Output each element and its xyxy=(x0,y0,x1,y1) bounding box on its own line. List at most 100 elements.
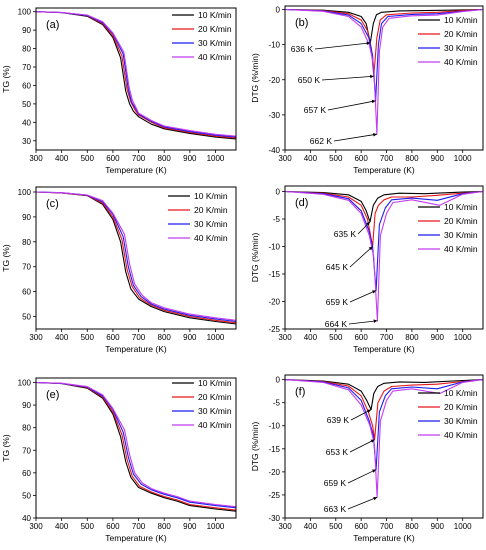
legend-label: 10 K/min xyxy=(444,202,478,212)
y-tick-label: 70 xyxy=(22,263,31,272)
x-tick-label: 600 xyxy=(106,333,120,342)
annotation-arrow xyxy=(349,290,377,303)
legend-label: 20 K/min xyxy=(444,216,478,226)
x-tick-label: 700 xyxy=(132,333,146,342)
plot-frame xyxy=(35,377,237,519)
x-axis-title: Temperature (K) xyxy=(353,533,415,543)
y-tick-label: 70 xyxy=(22,446,31,455)
legend-label: 20 K/min xyxy=(198,24,232,34)
legend-label: 30 K/min xyxy=(198,406,232,416)
x-tick-label: 900 xyxy=(183,522,197,531)
series-line-40-k-min xyxy=(285,190,483,322)
y-tick-label: -15 xyxy=(268,270,280,279)
peak-annotation: 635 K xyxy=(334,229,357,239)
annotation-arrow xyxy=(314,42,371,50)
panel-label: (e) xyxy=(46,389,59,401)
x-axis-title: Temperature (K) xyxy=(105,344,167,354)
x-tick-label: 400 xyxy=(55,154,69,163)
annotation-arrow xyxy=(327,100,376,111)
y-tick-label: 0 xyxy=(276,188,281,197)
peak-annotation: 659 K xyxy=(324,478,347,488)
annotation-arrow xyxy=(350,409,372,421)
legend-label: 30 K/min xyxy=(198,38,232,48)
plot-frame xyxy=(284,185,484,330)
x-tick-label: 900 xyxy=(183,333,197,342)
x-tick-label: 800 xyxy=(158,333,172,342)
x-tick-label: 300 xyxy=(278,333,292,342)
x-tick-label: 600 xyxy=(354,333,368,342)
legend-label: 10 K/min xyxy=(444,388,478,398)
annotation-arrowhead xyxy=(373,497,378,501)
legend: 10 K/min 20 K/min 30 K/min 40 K/min xyxy=(172,378,232,430)
x-tick-label: 400 xyxy=(55,522,69,531)
series-line-10-k-min xyxy=(36,381,236,512)
y-tick-label: -25 xyxy=(268,491,280,500)
x-tick-label: 700 xyxy=(132,522,146,531)
legend-label: 30 K/min xyxy=(444,43,478,53)
series-line-30-k-min xyxy=(285,190,483,292)
peak-annotation: 636 K xyxy=(291,44,314,54)
y-tick-label: 90 xyxy=(22,213,31,222)
annotation-arrowhead xyxy=(368,246,373,251)
legend-label: 40 K/min xyxy=(198,52,232,62)
y-tick-label: -10 xyxy=(268,422,280,431)
legend-label: 40 K/min xyxy=(194,233,228,243)
legend-label: 40 K/min xyxy=(198,420,232,430)
annotation-arrowhead xyxy=(366,41,371,45)
x-tick-label: 300 xyxy=(29,154,43,163)
x-tick-label: 600 xyxy=(106,522,120,531)
x-tick-label: 600 xyxy=(354,154,368,163)
annotation-arrowhead xyxy=(370,74,374,79)
x-tick-label: 800 xyxy=(158,154,172,163)
legend-label: 30 K/min xyxy=(444,416,478,426)
legend-label: 30 K/min xyxy=(194,219,228,229)
x-tick-label: 1000 xyxy=(207,522,225,531)
x-tick-label: 500 xyxy=(329,333,343,342)
x-tick-label: 600 xyxy=(354,522,368,531)
y-tick-label: -10 xyxy=(268,41,280,50)
x-tick-label: 800 xyxy=(405,333,419,342)
x-tick-label: 700 xyxy=(380,522,394,531)
x-tick-label: 300 xyxy=(278,154,292,163)
chart-panel-a: 300 400 500 600 700 800 900 1000 30 40 50 60 70 80 90 1… xyxy=(1,7,237,175)
x-tick-label: 1000 xyxy=(207,154,225,163)
x-axis-title: Temperature (K) xyxy=(353,165,415,175)
y-tick-label: -20 xyxy=(268,468,280,477)
legend-label: 30 K/min xyxy=(444,230,478,240)
series-line-40-k-min xyxy=(36,191,236,321)
y-axis-title: TG (%) xyxy=(1,244,11,272)
series-line-20-k-min xyxy=(285,8,483,77)
legend-label: 10 K/min xyxy=(198,10,232,20)
series-line-20-k-min xyxy=(285,379,483,441)
y-tick-label: 50 xyxy=(22,491,31,500)
peak-annotation: 645 K xyxy=(326,262,349,272)
panel-label: (b) xyxy=(295,17,308,29)
legend: 10 K/min 20 K/min 30 K/min 40 K/min xyxy=(168,191,228,243)
y-tick-label: 60 xyxy=(22,469,31,478)
y-tick-label: -5 xyxy=(273,215,281,224)
y-tick-label: 60 xyxy=(22,81,31,90)
y-tick-label: 80 xyxy=(22,424,31,433)
y-axis-title: TG (%) xyxy=(1,434,11,462)
series-line-30-k-min xyxy=(36,381,236,509)
x-tick-label: 1000 xyxy=(454,154,472,163)
peak-annotation: 659 K xyxy=(326,297,349,307)
peak-annotation: 663 K xyxy=(324,504,347,514)
x-tick-label: 900 xyxy=(431,522,445,531)
x-tick-label: 400 xyxy=(55,333,69,342)
annotation-arrow xyxy=(348,320,378,325)
x-tick-label: 600 xyxy=(106,154,120,163)
peak-annotation: 639 K xyxy=(327,415,350,425)
plot-frame xyxy=(284,374,484,519)
x-tick-label: 900 xyxy=(431,333,445,342)
series-line-30-k-min xyxy=(285,379,483,471)
x-tick-label: 800 xyxy=(405,522,419,531)
legend-label: 10 K/min xyxy=(444,15,478,25)
peak-annotation: 657 K xyxy=(304,105,327,115)
annotation-arrow xyxy=(333,133,377,142)
legend: 10 K/min 20 K/min 30 K/min 40 K/min xyxy=(418,15,478,67)
series-line-10-k-min xyxy=(285,8,483,44)
annotation-arrowhead xyxy=(370,439,375,443)
x-tick-label: 400 xyxy=(304,333,318,342)
